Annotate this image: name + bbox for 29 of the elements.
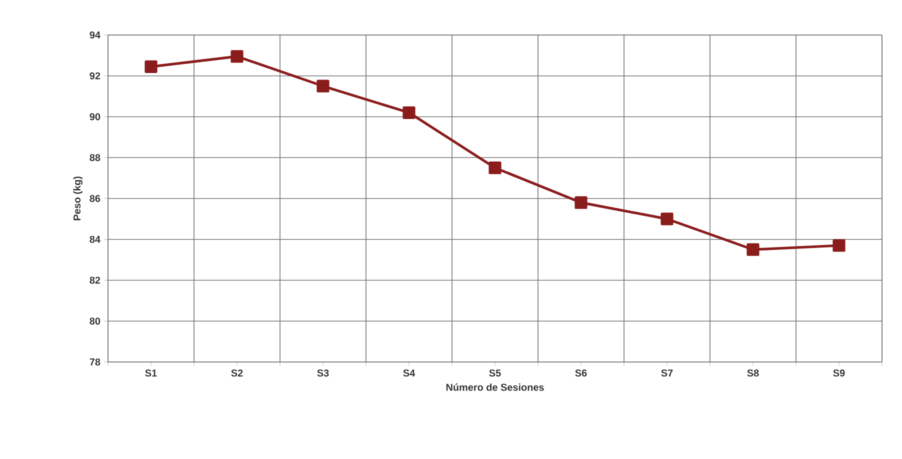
y-tick-label: 90 <box>90 113 100 120</box>
x-tick-label: S3 <box>317 370 329 377</box>
x-tick-label: S9 <box>833 370 845 377</box>
y-tick-label: 78 <box>90 358 100 366</box>
point <box>230 50 244 63</box>
x-tick-label: S5 <box>489 370 501 377</box>
point <box>144 60 158 73</box>
x-tick-label: S1 <box>145 370 157 377</box>
point <box>574 196 588 209</box>
point <box>402 106 416 119</box>
point <box>316 80 330 92</box>
y-tick-label: 82 <box>90 276 100 284</box>
point <box>832 239 846 252</box>
point <box>488 162 502 174</box>
point <box>660 212 674 226</box>
x-tick-label: S7 <box>661 370 673 377</box>
point <box>746 243 760 256</box>
y-axis-title: Peso (kg) <box>73 176 83 220</box>
y-tick-label: 86 <box>90 194 100 202</box>
x-axis-title: Número de Sesiones <box>446 383 544 391</box>
y-tick-label: 88 <box>90 154 100 162</box>
x-tick-label: S2 <box>231 370 243 377</box>
x-tick-label: S4 <box>403 370 416 377</box>
y-tick-label: 92 <box>90 72 100 80</box>
x-tick-label: S8 <box>747 370 759 377</box>
y-tick-label: 94 <box>90 31 100 39</box>
y-tick-label: 84 <box>90 236 100 243</box>
x-tick-label: S6 <box>575 370 587 377</box>
y-tick-label: 80 <box>90 318 100 325</box>
